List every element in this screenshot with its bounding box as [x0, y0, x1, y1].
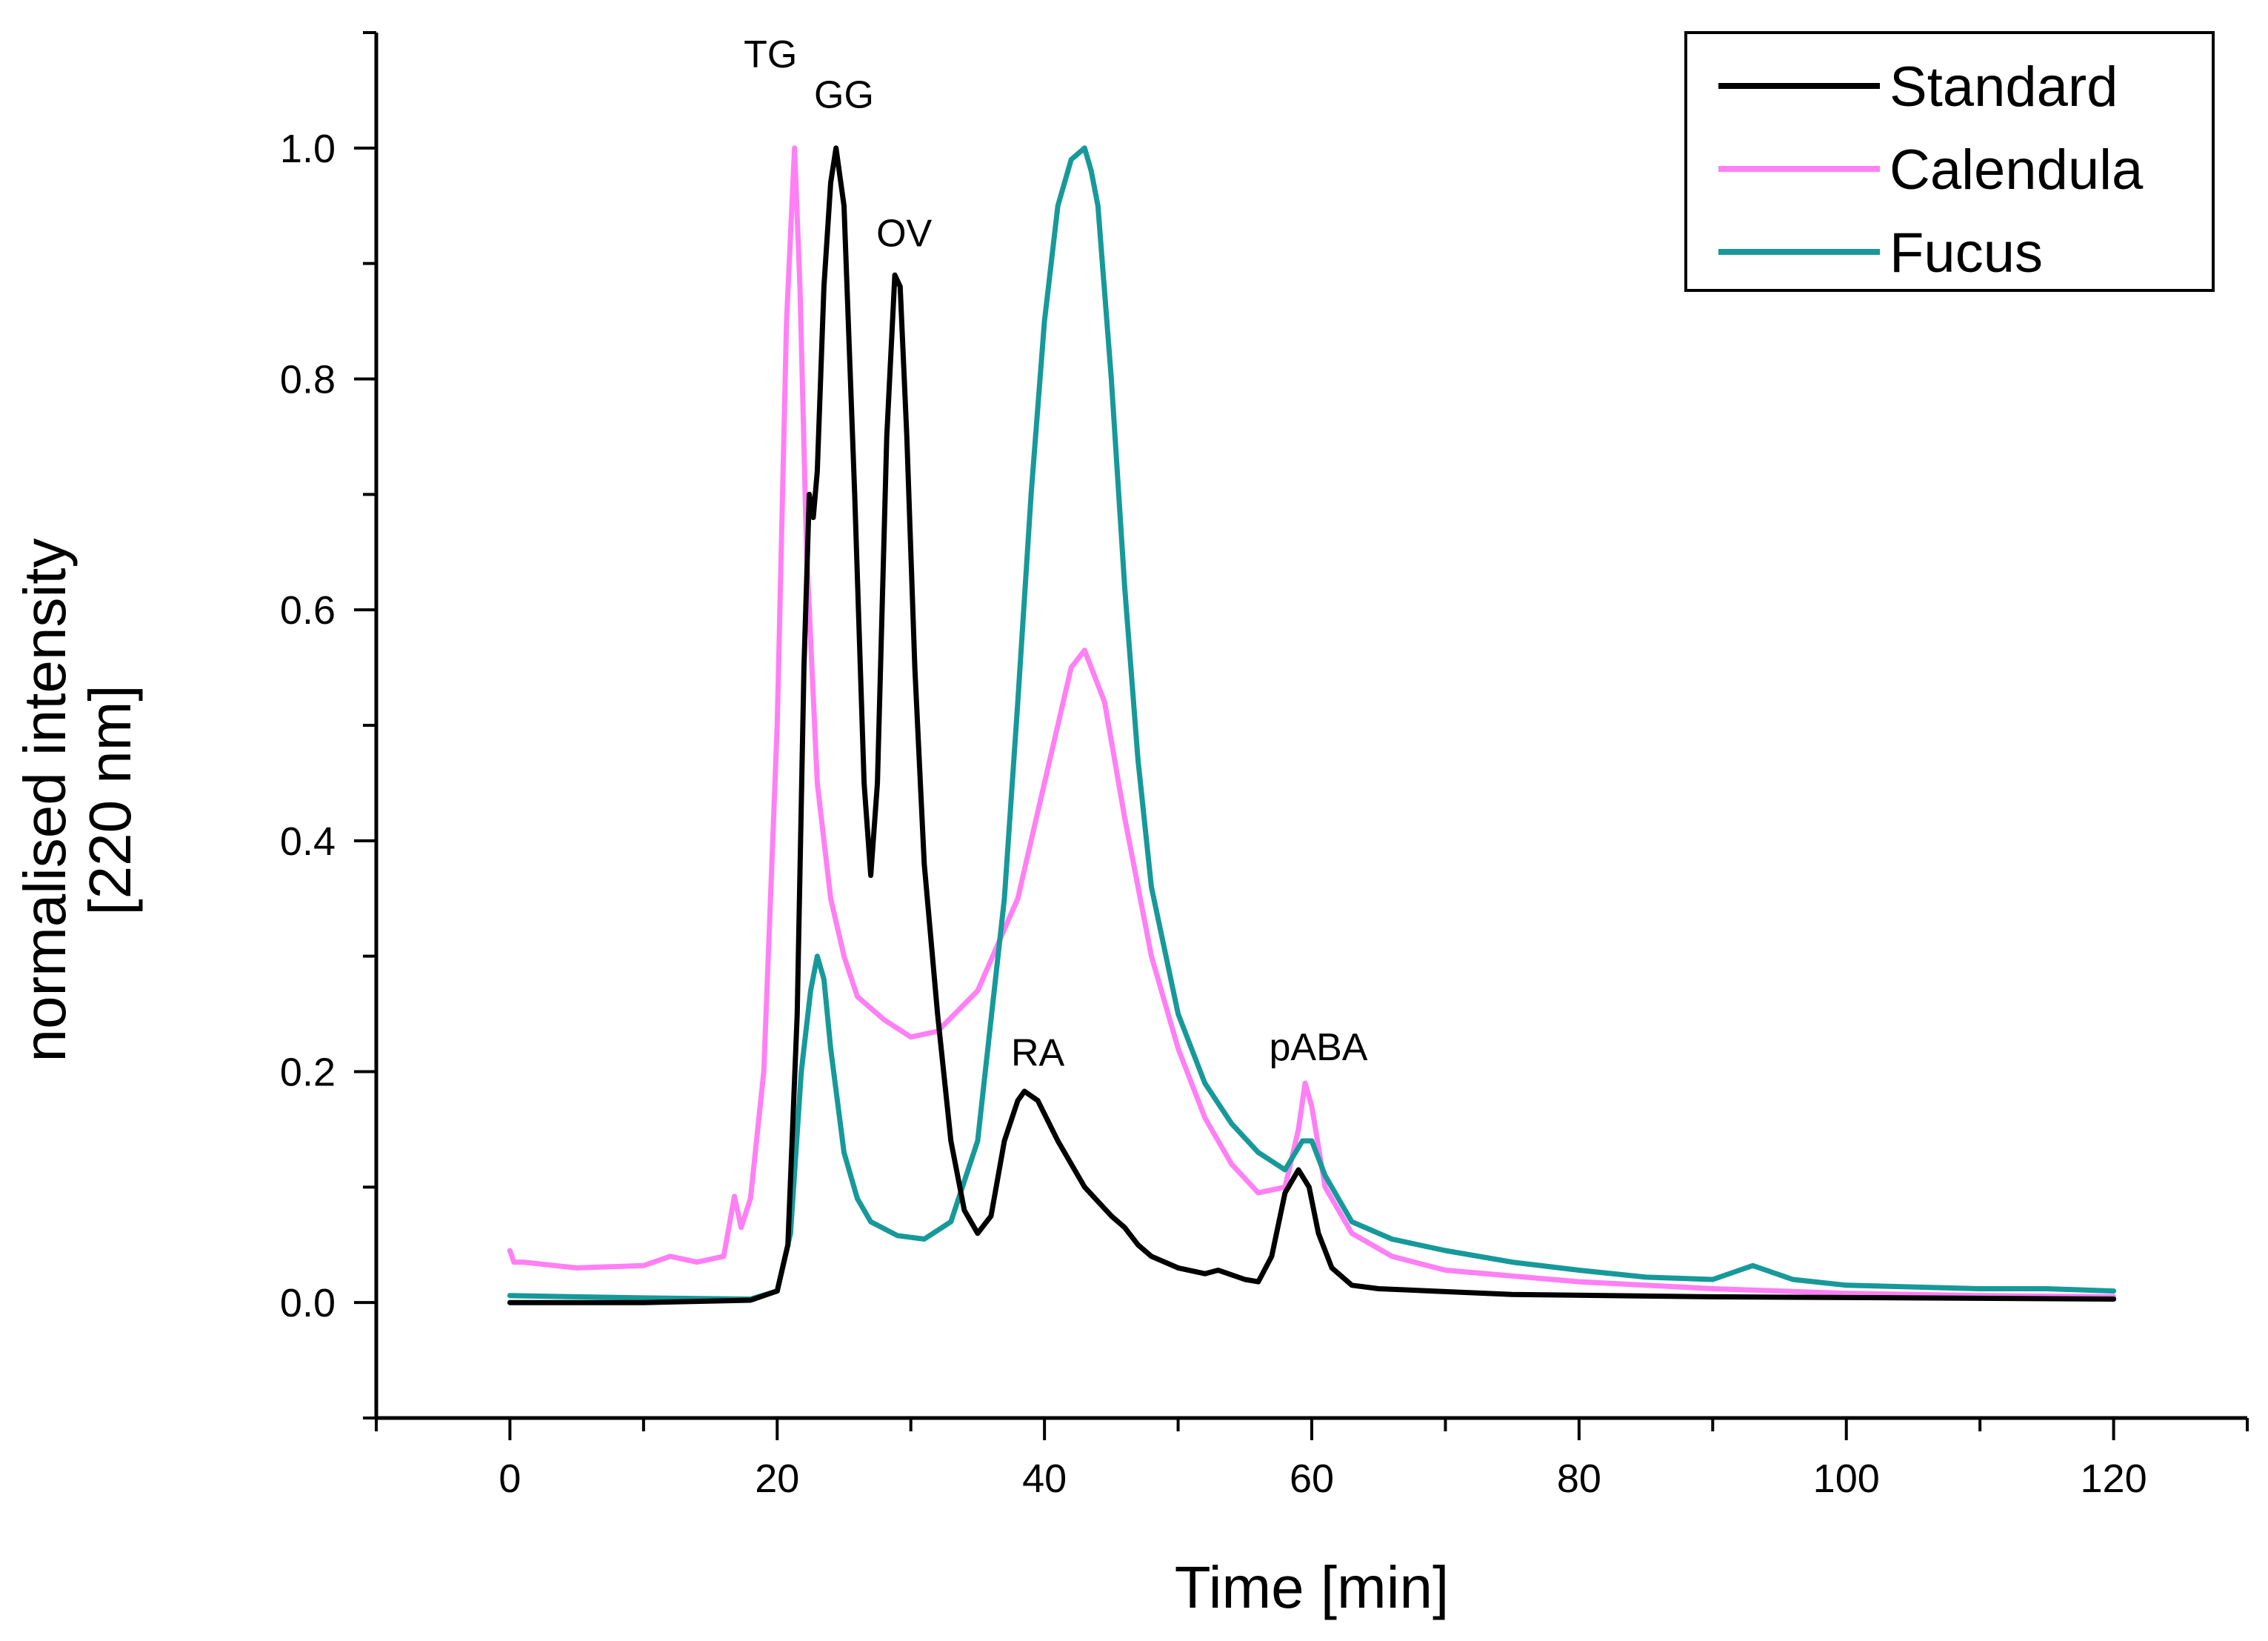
series-layer [507, 145, 2117, 1305]
y-tick-label: 1.0 [280, 127, 336, 171]
peak-label-gg: GG [814, 73, 874, 116]
legend-label-calendula: Calendula [1890, 139, 2144, 202]
peak-label-ov: OV [876, 212, 932, 255]
x-tick-label: 60 [1290, 1457, 1334, 1501]
y-axis-title-line: normalised intensity [12, 539, 78, 1062]
series-line-standard [507, 145, 2117, 1305]
legend: Standard Calendula Fucus [1684, 31, 2215, 292]
axes: 0 20 40 60 80 100 120 0.0 0.2 0.4 0.6 0.8 1.0 Time [m… [12, 31, 2249, 1620]
y-axis-title-line: [220 nm] [77, 685, 143, 915]
y-tick-label: 0.2 [280, 1051, 336, 1095]
x-axis-title: Time [min] [1175, 1554, 1449, 1620]
x-tick-label: 80 [1557, 1457, 1601, 1501]
annotation-layer: TG GG OV RA pABA [744, 33, 1368, 1075]
peak-label-ra: RA [1011, 1032, 1065, 1075]
y-tick-label: 0.0 [280, 1281, 336, 1325]
x-tick-label: 100 [1813, 1457, 1880, 1501]
legend-label-standard: Standard [1890, 56, 2118, 119]
legend-label-fucus: Fucus [1890, 222, 2043, 284]
x-tick-label: 20 [755, 1457, 799, 1501]
y-tick-label: 0.6 [280, 588, 336, 633]
x-tick-label: 120 [2081, 1457, 2147, 1501]
series-line-fucus [507, 145, 2117, 1302]
legend-box [1684, 31, 2215, 292]
x-tick-label: 0 [498, 1457, 521, 1501]
y-tick-label: 0.8 [280, 358, 336, 402]
x-tick-label: 40 [1022, 1457, 1067, 1501]
series-line-calendula [507, 145, 2117, 1299]
y-tick-label: 0.4 [280, 819, 336, 864]
peak-label-paba: pABA [1270, 1026, 1368, 1069]
peak-label-tg: TG [744, 33, 797, 76]
y-axis-title: normalised intensity[220 nm] [12, 539, 143, 1062]
